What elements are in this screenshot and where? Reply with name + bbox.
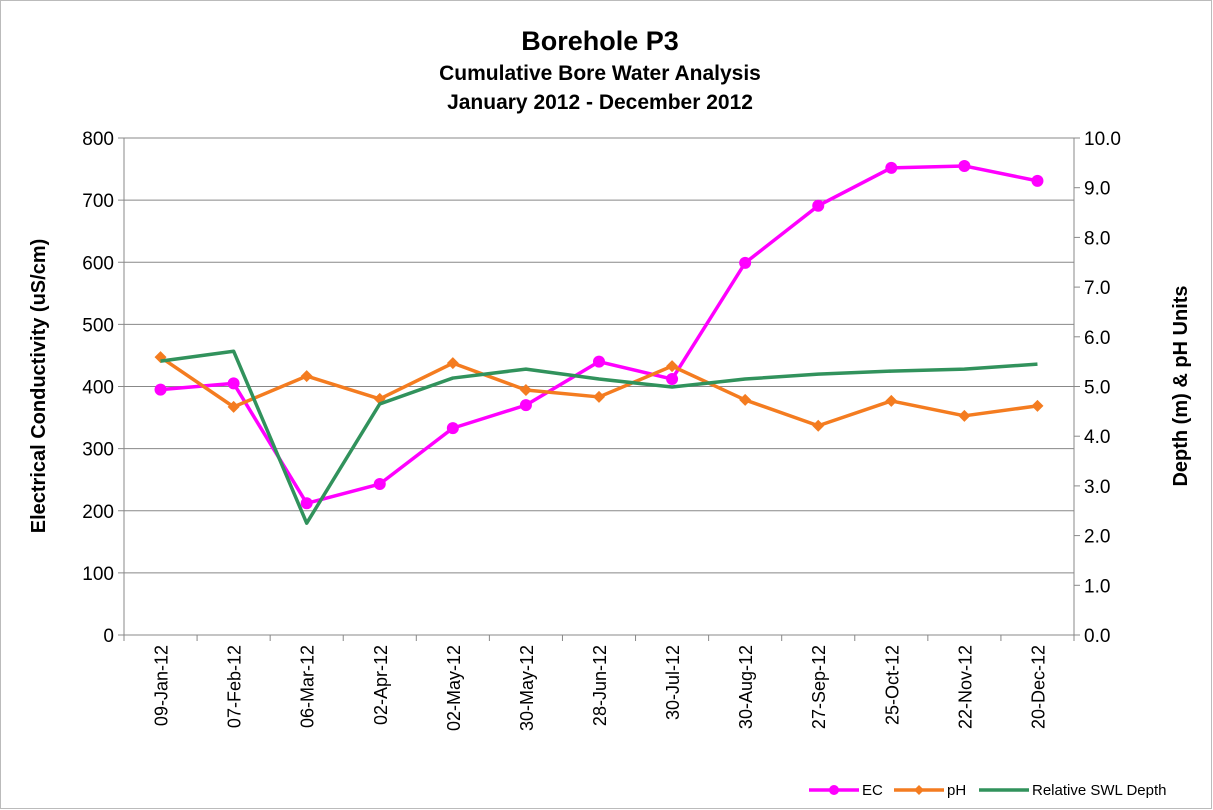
y2-tick-label: 0.0 <box>1084 626 1110 647</box>
data-point <box>519 399 532 412</box>
y-tick-label: 200 <box>82 502 114 523</box>
chart-subtitle: January 2012 - December 2012 <box>447 91 753 114</box>
y-tick-label: 700 <box>82 191 114 212</box>
y2-tick-label: 7.0 <box>1084 278 1110 299</box>
legend-marker <box>829 785 839 795</box>
legend-label: Relative SWL Depth <box>1032 782 1167 799</box>
data-point <box>227 400 240 413</box>
chart-subtitle: Cumulative Bore Water Analysis <box>439 62 761 85</box>
data-point <box>300 370 313 383</box>
data-point <box>666 360 679 373</box>
data-point <box>812 419 825 432</box>
y2-tick-label: 1.0 <box>1084 576 1110 597</box>
data-point <box>227 377 240 390</box>
x-tick-label: 02-May-12 <box>444 645 464 731</box>
y-tick-label: 800 <box>82 129 114 150</box>
data-point <box>300 497 313 510</box>
y-tick-label: 100 <box>82 564 114 585</box>
y2-tick-label: 5.0 <box>1084 378 1110 399</box>
x-tick-label: 27-Sep-12 <box>809 645 829 729</box>
legend-label: pH <box>947 782 966 799</box>
data-point <box>739 393 752 406</box>
x-tick-label: 28-Jun-12 <box>590 645 610 726</box>
data-point <box>739 256 752 269</box>
data-point <box>1031 174 1044 187</box>
y2-tick-label: 8.0 <box>1084 228 1110 249</box>
x-tick-label: 09-Jan-12 <box>152 645 172 726</box>
data-point <box>446 357 459 370</box>
y2-tick-label: 3.0 <box>1084 477 1110 498</box>
x-tick-label: 22-Nov-12 <box>955 645 975 729</box>
y2-axis-title: Depth (m) & pH Units <box>1170 285 1192 486</box>
data-point <box>593 390 605 403</box>
y2-tick-label: 6.0 <box>1084 328 1110 349</box>
data-point <box>1031 399 1044 412</box>
data-point <box>958 409 971 422</box>
x-tick-label: 06-Mar-12 <box>298 645 318 728</box>
data-point <box>885 161 898 174</box>
x-tick-label: 30-Jul-12 <box>663 645 683 720</box>
data-point <box>958 159 971 172</box>
x-tick-label: 02-Apr-12 <box>371 645 391 725</box>
y2-tick-label: 2.0 <box>1084 527 1110 548</box>
y2-tick-label: 4.0 <box>1084 427 1110 448</box>
legend-marker <box>914 785 924 795</box>
y-tick-label: 400 <box>82 378 114 399</box>
data-point <box>519 383 532 396</box>
data-point <box>373 478 386 491</box>
y-axis-title: Electrical Conductivity (uS/cm) <box>28 239 50 534</box>
data-point <box>154 383 167 396</box>
data-point <box>885 394 898 407</box>
y-tick-label: 600 <box>82 253 114 274</box>
data-point <box>593 355 605 368</box>
y-tick-label: 500 <box>82 315 114 336</box>
y-tick-label: 0 <box>103 626 114 647</box>
y-tick-label: 300 <box>82 440 114 461</box>
data-point <box>812 199 825 212</box>
data-point <box>666 373 679 386</box>
data-point <box>446 422 459 435</box>
x-tick-label: 25-Oct-12 <box>882 645 902 725</box>
y2-tick-label: 9.0 <box>1084 179 1110 200</box>
x-tick-label: 30-Aug-12 <box>736 645 756 729</box>
x-tick-label: 30-May-12 <box>517 645 537 731</box>
x-tick-label: 20-Dec-12 <box>1028 645 1048 729</box>
series-line <box>160 349 1038 525</box>
chart-title: Borehole P3 <box>521 26 679 56</box>
x-tick-label: 07-Feb-12 <box>225 645 245 728</box>
legend-label: EC <box>862 782 883 799</box>
y2-tick-label: 10.0 <box>1084 129 1121 150</box>
